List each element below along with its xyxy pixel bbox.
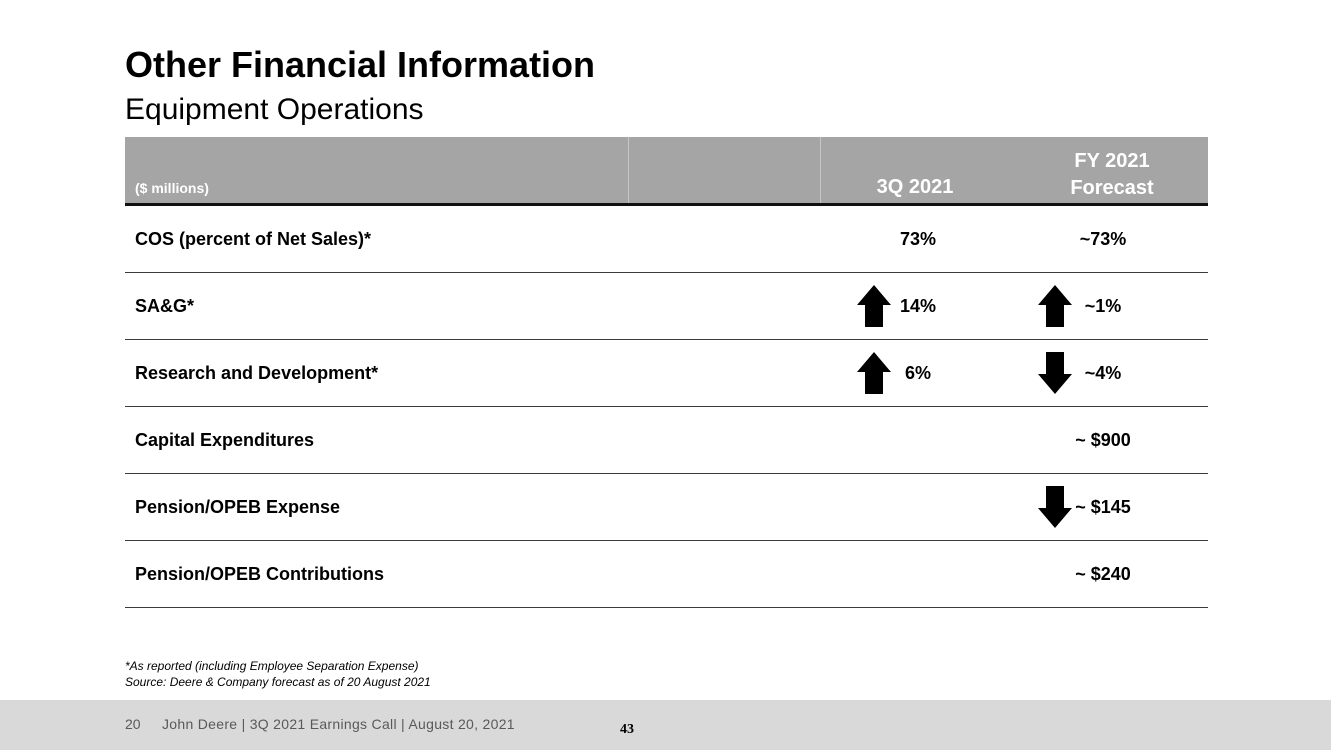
table-header: ($ millions) 3Q 2021 FY 2021 Forecast xyxy=(125,137,1208,206)
table-row: SA&G* 14% ~1% xyxy=(125,273,1208,340)
arrow-up-icon xyxy=(857,352,891,394)
row-label: COS (percent of Net Sales)* xyxy=(135,229,372,249)
value-fy-2021-forecast: ~4% xyxy=(1084,363,1122,383)
table-row: Research and Development* 6% ~4% xyxy=(125,340,1208,407)
slide-subtitle: Equipment Operations xyxy=(125,93,424,126)
arrow-down-icon xyxy=(1038,486,1072,528)
slide-title: Other Financial Information xyxy=(125,44,596,85)
financial-table: ($ millions) 3Q 2021 FY 2021 Forecast CO… xyxy=(125,137,1208,608)
footer-text: John Deere | 3Q 2021 Earnings Call | Aug… xyxy=(162,716,515,732)
row-label: Capital Expenditures xyxy=(135,430,315,450)
table-row: Pension/OPEB Expense ~ $145 xyxy=(125,474,1208,541)
value-3q-2021: 73% xyxy=(899,229,937,249)
value-3q-2021: 14% xyxy=(899,296,937,316)
value-fy-2021-forecast: ~73% xyxy=(1079,229,1127,249)
value-3q-2021: 6% xyxy=(904,363,931,383)
value-fy-2021-forecast: ~ $900 xyxy=(1075,430,1131,450)
row-label: Pension/OPEB Expense xyxy=(135,497,341,517)
slide-footer: 20 John Deere | 3Q 2021 Earnings Call | … xyxy=(0,700,1331,750)
column-header-3q-2021: 3Q 2021 xyxy=(876,176,954,198)
row-label: SA&G* xyxy=(135,296,195,316)
footer-page-number: 20 xyxy=(125,716,141,732)
table-row: Pension/OPEB Contributions ~ $240 xyxy=(125,541,1208,608)
row-label: Research and Development* xyxy=(135,363,379,383)
arrow-down-icon xyxy=(1038,352,1072,394)
row-label: Pension/OPEB Contributions xyxy=(135,564,385,584)
table-row: COS (percent of Net Sales)* 73% ~73% xyxy=(125,206,1208,273)
column-header-fy-line2: Forecast xyxy=(1070,177,1154,199)
header-divider xyxy=(628,137,629,203)
footnote-source: Source: Deere & Company forecast as of 2… xyxy=(125,675,431,689)
value-fy-2021-forecast: ~ $240 xyxy=(1075,564,1131,584)
table-row: Capital Expenditures ~ $900 xyxy=(125,407,1208,474)
arrow-up-icon xyxy=(1038,285,1072,327)
value-fy-2021-forecast: ~ $145 xyxy=(1075,497,1131,517)
slide-number: 43 xyxy=(620,722,634,737)
footnotes: *As reported (including Employee Separat… xyxy=(125,658,431,690)
units-label: ($ millions) xyxy=(135,180,209,196)
value-fy-2021-forecast: ~1% xyxy=(1084,296,1122,316)
column-header-fy-line1: FY 2021 xyxy=(1074,150,1150,172)
header-divider xyxy=(820,137,821,203)
arrow-up-icon xyxy=(857,285,891,327)
footnote-reported: *As reported (including Employee Separat… xyxy=(125,659,419,673)
table-body: COS (percent of Net Sales)* 73% ~73% SA&G* 1… xyxy=(125,206,1208,608)
column-header-fy-2021-forecast: FY 2021 Forecast xyxy=(1030,148,1194,202)
